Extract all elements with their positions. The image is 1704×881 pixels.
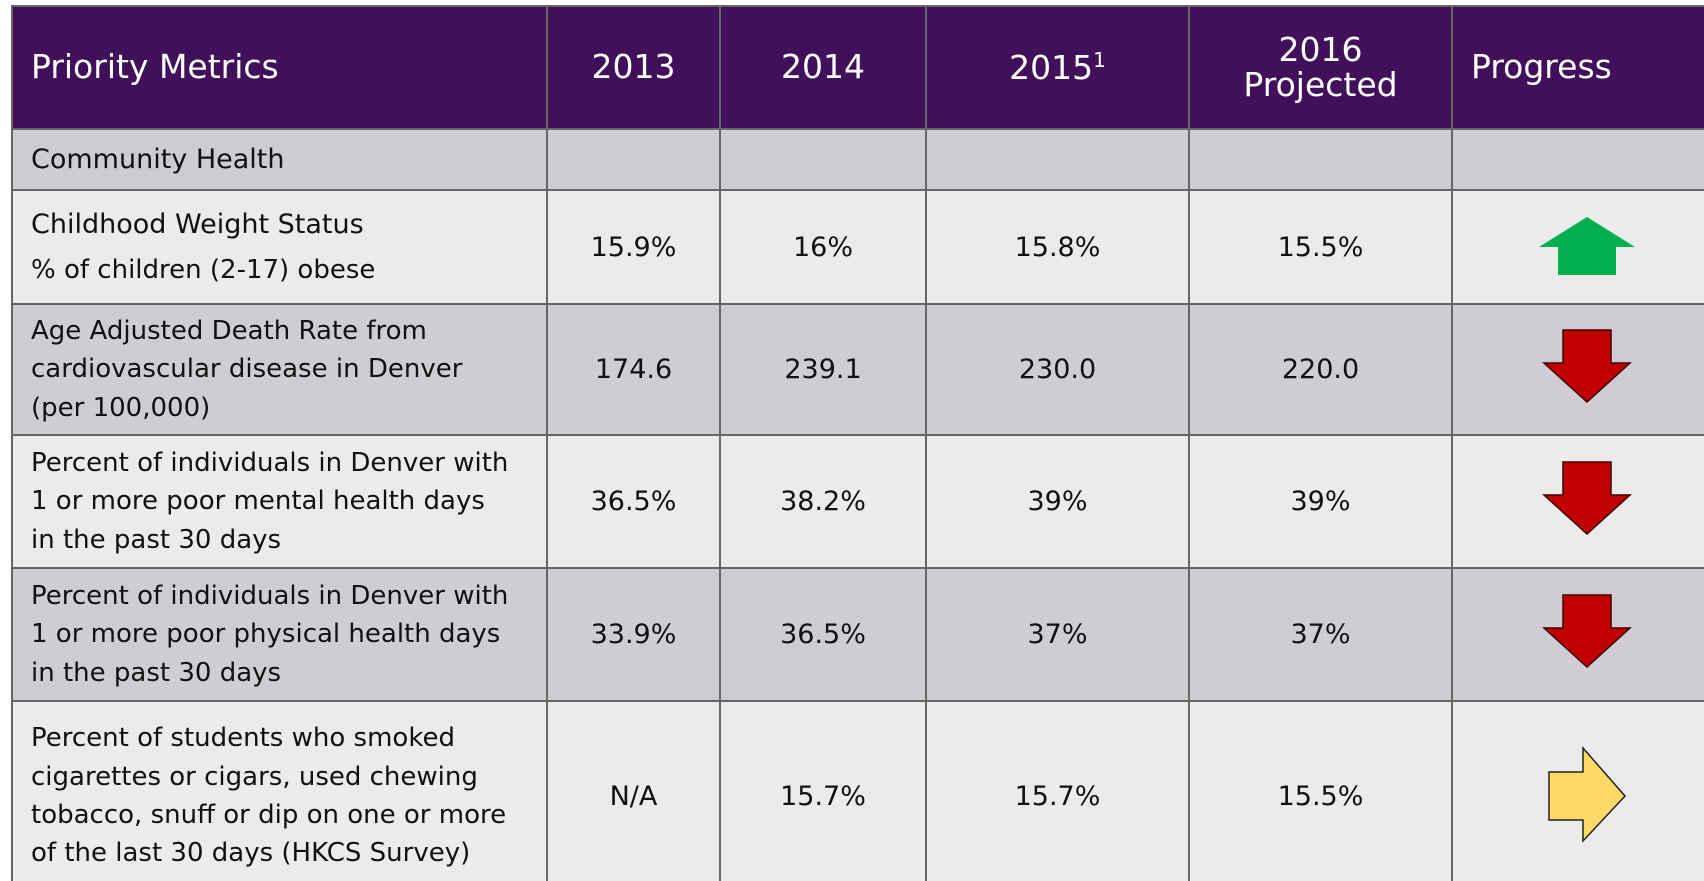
header-line: Projected [1243,64,1398,104]
progress-arrow [1542,328,1632,403]
arrow-shape [1542,593,1632,668]
metric-line: of the last 30 days (HKCS Survey) [31,838,471,869]
header-text: 2014 [781,47,865,87]
metric-line: Percent of individuals in Denver with [31,580,509,611]
value-cell: 39% [925,434,1190,569]
value-cell: 15.5% [1188,189,1453,305]
header-cell: Progress [1451,5,1704,130]
header-text: Progress [1471,47,1612,87]
data-row: Percent of individuals in Denver with 1 o… [11,567,1704,702]
progress-cell [1451,567,1704,702]
metric-line: cardiovascular disease in Denver [31,354,463,385]
value-cell: 36.5% [546,434,721,569]
metric-cell: Percent of students who smoked cigarettes… [11,700,548,881]
header-cell: 2014 [719,5,927,130]
metric-cell: Percent of individuals in Denver with 1 o… [11,434,548,569]
data-row: Childhood Weight Status % of children (2-… [11,189,1704,305]
progress-cell [1451,303,1704,436]
section-cell: Community Health [11,128,548,191]
metric-line: Age Adjusted Death Rate from [31,315,427,346]
value-cell: 230.0 [925,303,1190,436]
progress-arrow [1542,593,1632,668]
data-row: Percent of students who smoked cigarettes… [11,700,1704,881]
value-cell: 15.5% [1188,700,1453,881]
value-cell: 220.0 [1188,303,1453,436]
value-cell: 37% [925,567,1190,702]
table-wrap: Priority Metrics 2013 2014 20151 2016 Project… [11,5,1704,881]
header-cell: 2016 Projected [1188,5,1453,130]
arrow-shape [1542,328,1632,403]
empty-cell [1451,128,1704,191]
header-cell: 20151 [925,5,1190,130]
progress-arrow [1548,746,1627,843]
empty-cell [925,128,1190,191]
value-cell: 239.1 [719,303,927,436]
metric-line: (per 100,000) [31,392,211,423]
progress-arrow [1539,217,1635,275]
section-label: Community Health [31,144,285,175]
header-cell: 2013 [546,5,721,130]
value-cell: 38.2% [719,434,927,569]
value-cell: 37% [1188,567,1453,702]
metric-cell: Age Adjusted Death Rate from cardiovascul… [11,303,548,436]
metric-line: Percent of students who smoked [31,723,455,754]
empty-cell [719,128,927,191]
metric-cell: Childhood Weight Status % of children (2-… [11,189,548,305]
data-row: Percent of individuals in Denver with 1 o… [11,434,1704,569]
header-text: 2013 [591,47,676,87]
metric-line: tobacco, snuff or dip on one or more [31,800,507,830]
header-row: Priority Metrics 2013 2014 20151 2016 Project… [11,5,1704,130]
metric-line: cigarettes or cigars, used chewing [31,761,478,792]
value-cell: N/A [546,700,721,881]
metric-line: Percent of individuals in Denver with [31,447,509,478]
section-row: Community Health [11,128,1704,191]
arrow-shape [1542,460,1632,535]
header-line: 2016 [1278,29,1363,69]
value-cell: 36.5% [719,567,927,702]
progress-arrow [1542,460,1632,535]
metric-cell: Percent of individuals in Denver with 1 o… [11,567,548,702]
empty-cell [1188,128,1453,191]
header-cell: Priority Metrics [11,5,548,130]
arrow-shape [1539,217,1635,275]
metric-line: 1 or more poor mental health days [31,486,485,517]
progress-cell [1451,700,1704,881]
header-text: 2015 [1009,47,1094,87]
progress-cell [1451,189,1704,305]
arrow-shape [1548,746,1627,843]
header-text: Priority Metrics [31,47,279,87]
data-row: Age Adjusted Death Rate from cardiovascul… [11,303,1704,436]
value-cell: 33.9% [546,567,721,702]
value-cell: 174.6 [546,303,721,436]
metric-line: in the past 30 days [31,524,282,555]
metric-title: Childhood Weight Status [31,208,364,240]
metric-line: in the past 30 days [31,657,282,688]
progress-cell [1451,434,1704,569]
value-cell: 15.9% [546,189,721,305]
value-cell: 16% [719,189,927,305]
value-cell: 15.7% [925,700,1190,881]
metric-line: % of children (2-17) obese [31,254,376,285]
metrics-table: Priority Metrics 2013 2014 20151 2016 Project… [11,5,1704,881]
table-body: Community Health Childhood Weight Status%… [11,128,1704,881]
value-cell: 39% [1188,434,1453,569]
value-cell: 15.8% [925,189,1190,305]
footnote-mark: 1 [1093,47,1106,72]
value-cell: 15.7% [719,700,927,881]
metric-line: 1 or more poor physical health days [31,619,501,650]
empty-cell [546,128,721,191]
